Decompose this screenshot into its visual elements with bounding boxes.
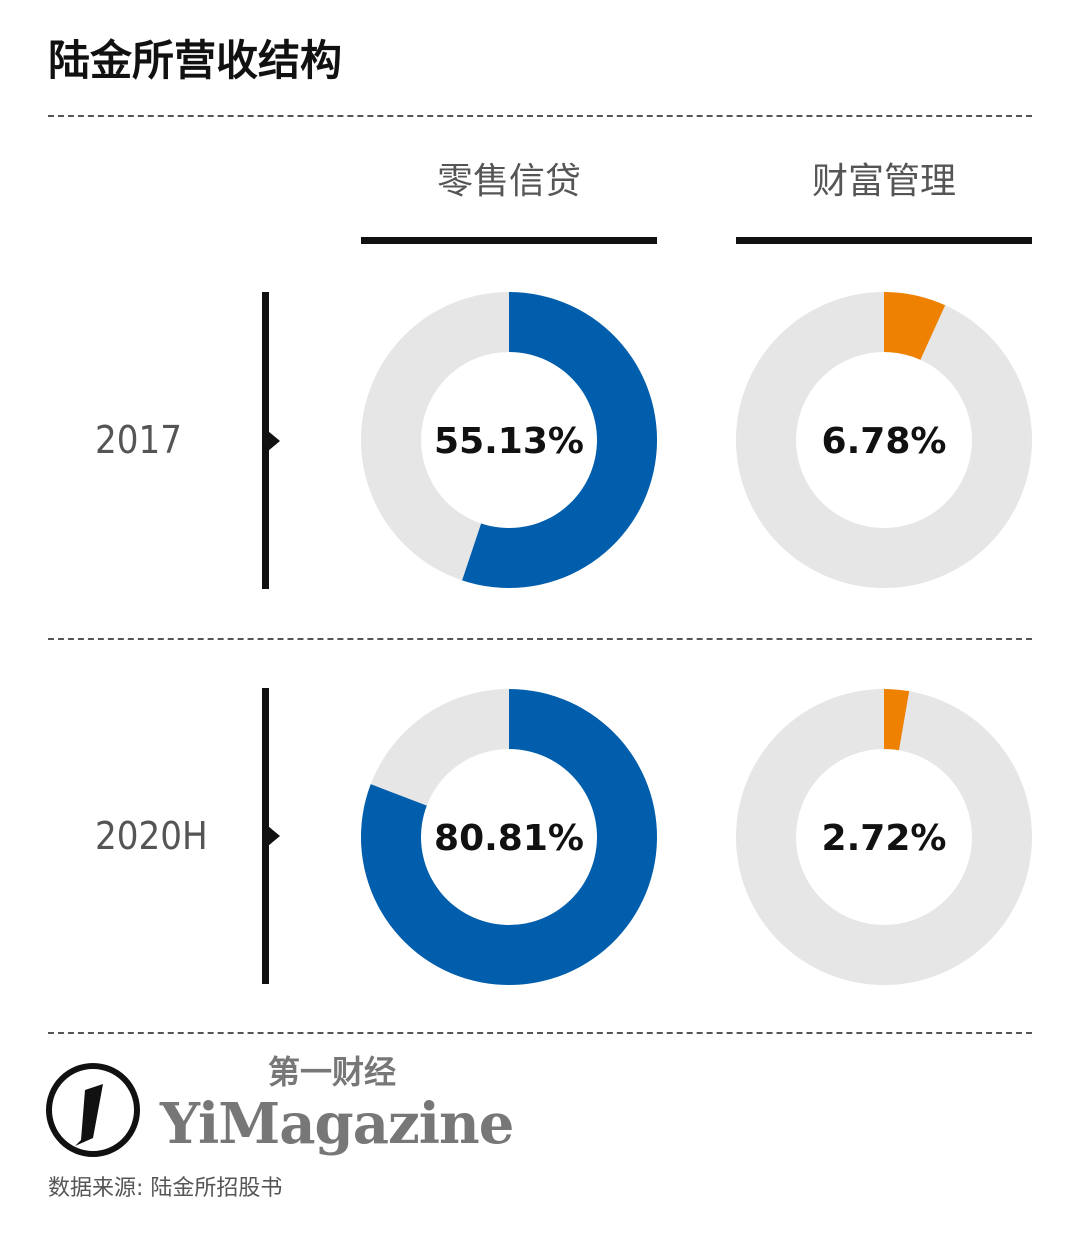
yicai-logo-icon bbox=[46, 1063, 140, 1157]
data-label: 55.13% bbox=[434, 421, 584, 462]
donut-segment bbox=[884, 292, 946, 360]
source-note: 数据来源: 陆金所招股书 bbox=[48, 1176, 283, 1201]
row-label-2017: 2017 bbox=[95, 418, 182, 462]
divider bbox=[48, 115, 1032, 117]
donut-segment bbox=[361, 689, 657, 985]
divider bbox=[48, 638, 1032, 640]
donut-segment bbox=[462, 292, 657, 588]
row-marker bbox=[268, 431, 280, 451]
row-label-2020h: 2020H bbox=[95, 814, 208, 858]
data-label: 6.78% bbox=[822, 421, 947, 462]
row-bracket bbox=[262, 688, 269, 984]
divider bbox=[48, 1032, 1032, 1034]
column-bar bbox=[736, 237, 1032, 244]
page-title: 陆金所营收结构 bbox=[48, 36, 343, 85]
logo-cn: 第一财经 bbox=[268, 1053, 397, 1091]
data-label: 2.72% bbox=[822, 818, 947, 859]
column-header-retail-credit: 零售信贷 bbox=[436, 161, 581, 202]
donut-segment bbox=[884, 689, 910, 751]
row-marker bbox=[268, 826, 280, 846]
row-bracket bbox=[262, 292, 269, 589]
column-bar bbox=[361, 237, 657, 244]
logo-en: YiMagazine bbox=[160, 1091, 514, 1157]
data-label: 80.81% bbox=[434, 818, 584, 859]
column-header-wealth-management: 财富管理 bbox=[811, 161, 956, 202]
